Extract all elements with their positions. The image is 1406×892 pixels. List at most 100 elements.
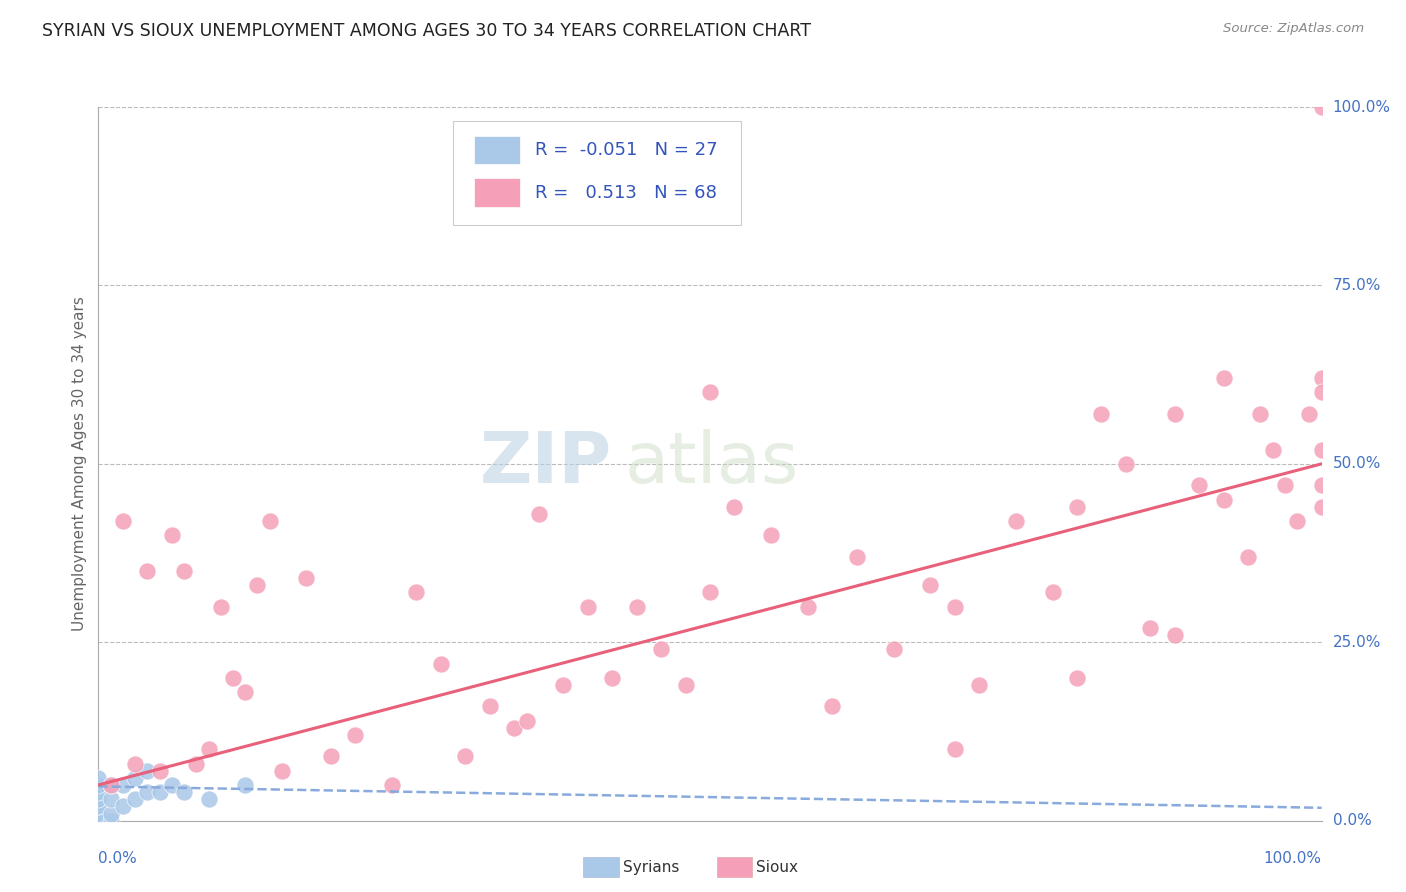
Point — [100, 778, 122, 792]
Text: 75.0%: 75.0% — [1333, 278, 1381, 293]
Point — [454, 749, 477, 764]
Point — [1212, 371, 1234, 385]
Text: Syrians: Syrians — [623, 860, 679, 874]
Point — [222, 671, 245, 685]
Point — [405, 585, 427, 599]
Point — [943, 742, 966, 756]
Point — [1164, 407, 1187, 421]
Point — [1310, 371, 1333, 385]
FancyBboxPatch shape — [474, 178, 520, 207]
Point — [845, 549, 868, 564]
Y-axis label: Unemployment Among Ages 30 to 34 years: Unemployment Among Ages 30 to 34 years — [72, 296, 87, 632]
Point — [173, 564, 195, 578]
FancyBboxPatch shape — [453, 121, 741, 225]
Point — [1310, 100, 1333, 114]
Point — [100, 806, 122, 821]
Point — [576, 599, 599, 614]
Point — [186, 756, 208, 771]
Point — [160, 778, 183, 792]
Point — [600, 671, 623, 685]
Point — [1139, 621, 1161, 635]
Point — [515, 714, 537, 728]
Text: Sioux: Sioux — [756, 860, 799, 874]
Point — [527, 507, 550, 521]
Text: 100.0%: 100.0% — [1264, 851, 1322, 866]
Point — [136, 785, 159, 799]
Point — [124, 756, 146, 771]
Text: R =   0.513   N = 68: R = 0.513 N = 68 — [536, 184, 717, 202]
Point — [111, 778, 134, 792]
Text: R =  -0.051   N = 27: R = -0.051 N = 27 — [536, 141, 717, 159]
Point — [821, 699, 844, 714]
Point — [87, 814, 110, 828]
Point — [344, 728, 367, 742]
Point — [699, 585, 721, 599]
Point — [381, 778, 404, 792]
Point — [797, 599, 820, 614]
Point — [100, 814, 122, 828]
Point — [87, 799, 110, 814]
Text: atlas: atlas — [624, 429, 799, 499]
Point — [1066, 500, 1088, 514]
Point — [1310, 478, 1333, 492]
Point — [87, 785, 110, 799]
Point — [111, 799, 134, 814]
Point — [295, 571, 318, 585]
Point — [1042, 585, 1064, 599]
Text: Source: ZipAtlas.com: Source: ZipAtlas.com — [1223, 22, 1364, 36]
Point — [553, 678, 575, 692]
Point — [87, 771, 110, 785]
Text: 100.0%: 100.0% — [1333, 100, 1391, 114]
Point — [87, 814, 110, 828]
Point — [87, 814, 110, 828]
Point — [197, 792, 219, 806]
Point — [197, 742, 219, 756]
Point — [100, 792, 122, 806]
Point — [723, 500, 745, 514]
Point — [87, 799, 110, 814]
Point — [1310, 442, 1333, 457]
Point — [149, 785, 172, 799]
Point — [1212, 492, 1234, 507]
Point — [259, 514, 281, 528]
Point — [1249, 407, 1271, 421]
Point — [173, 785, 195, 799]
Point — [270, 764, 294, 778]
Point — [883, 642, 905, 657]
Point — [1004, 514, 1026, 528]
Point — [111, 514, 134, 528]
Point — [1090, 407, 1112, 421]
Point — [319, 749, 342, 764]
Point — [675, 678, 697, 692]
Point — [87, 806, 110, 821]
Point — [87, 814, 110, 828]
Point — [1298, 407, 1320, 421]
Point — [1261, 442, 1284, 457]
Point — [209, 599, 232, 614]
Point — [1188, 478, 1211, 492]
Point — [626, 599, 648, 614]
Point — [87, 792, 110, 806]
Point — [246, 578, 269, 592]
Point — [430, 657, 453, 671]
Point — [943, 599, 966, 614]
Text: 0.0%: 0.0% — [1333, 814, 1371, 828]
Point — [124, 771, 146, 785]
Point — [920, 578, 942, 592]
Text: 25.0%: 25.0% — [1333, 635, 1381, 649]
FancyBboxPatch shape — [474, 136, 520, 164]
Point — [233, 778, 256, 792]
Point — [1237, 549, 1260, 564]
Point — [1274, 478, 1296, 492]
Point — [87, 778, 110, 792]
Point — [761, 528, 783, 542]
Point — [1115, 457, 1137, 471]
Point — [149, 764, 172, 778]
Text: SYRIAN VS SIOUX UNEMPLOYMENT AMONG AGES 30 TO 34 YEARS CORRELATION CHART: SYRIAN VS SIOUX UNEMPLOYMENT AMONG AGES … — [42, 22, 811, 40]
Text: 0.0%: 0.0% — [98, 851, 138, 866]
Point — [1164, 628, 1187, 642]
Point — [650, 642, 672, 657]
Point — [136, 764, 159, 778]
Point — [124, 792, 146, 806]
Point — [1286, 514, 1309, 528]
